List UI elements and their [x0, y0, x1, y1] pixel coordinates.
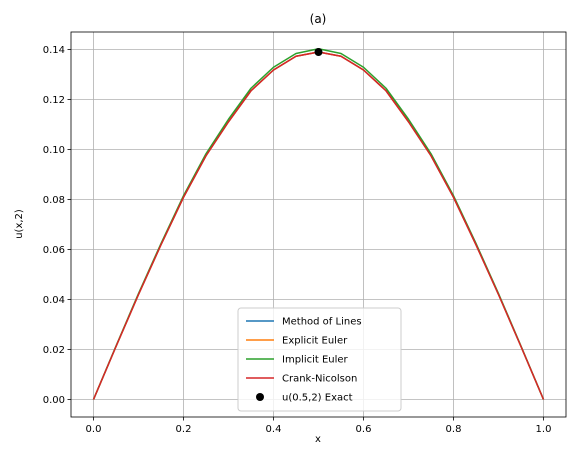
y-axis: 0.00 0.02 0.04 0.06 0.08 0.10 0.12 0.14 [43, 45, 71, 406]
y-tick-label: 0.14 [43, 45, 65, 56]
points-layer [314, 48, 323, 56]
x-axis: 0.0 0.2 0.4 0.6 0.8 1.0 [86, 417, 552, 435]
y-tick-label: 0.12 [43, 95, 65, 106]
legend-label: Crank-Nicolson [282, 374, 357, 385]
x-axis-label: x [315, 434, 321, 445]
x-tick-label: 0.4 [266, 424, 282, 435]
x-tick-label: 0.0 [86, 424, 102, 435]
x-tick-label: 1.0 [536, 424, 552, 435]
legend-label: Implicit Euler [282, 355, 349, 366]
y-tick-label: 0.08 [43, 195, 65, 206]
chart-title: (a) [310, 12, 327, 26]
x-tick-label: 0.2 [176, 424, 192, 435]
y-tick-label: 0.02 [43, 345, 65, 356]
y-axis-label: u(x,2) [14, 209, 25, 239]
y-tick-label: 0.04 [43, 295, 65, 306]
exact-point-marker [314, 48, 323, 56]
x-tick-label: 0.8 [446, 424, 462, 435]
legend-label: u(0.5,2) Exact [282, 393, 353, 404]
legend-box [237, 307, 402, 412]
legend-marker [256, 393, 264, 401]
y-tick-label: 0.06 [43, 245, 65, 256]
plot-frame [70, 31, 567, 418]
legend-label: Explicit Euler [282, 336, 348, 347]
x-tick-label: 0.6 [356, 424, 372, 435]
legend: Method of Lines Explicit Euler Implicit Eu… [237, 307, 402, 412]
y-tick-label: 0.10 [43, 145, 65, 156]
legend-label: Method of Lines [282, 317, 362, 328]
y-tick-label: 0.00 [43, 395, 65, 406]
